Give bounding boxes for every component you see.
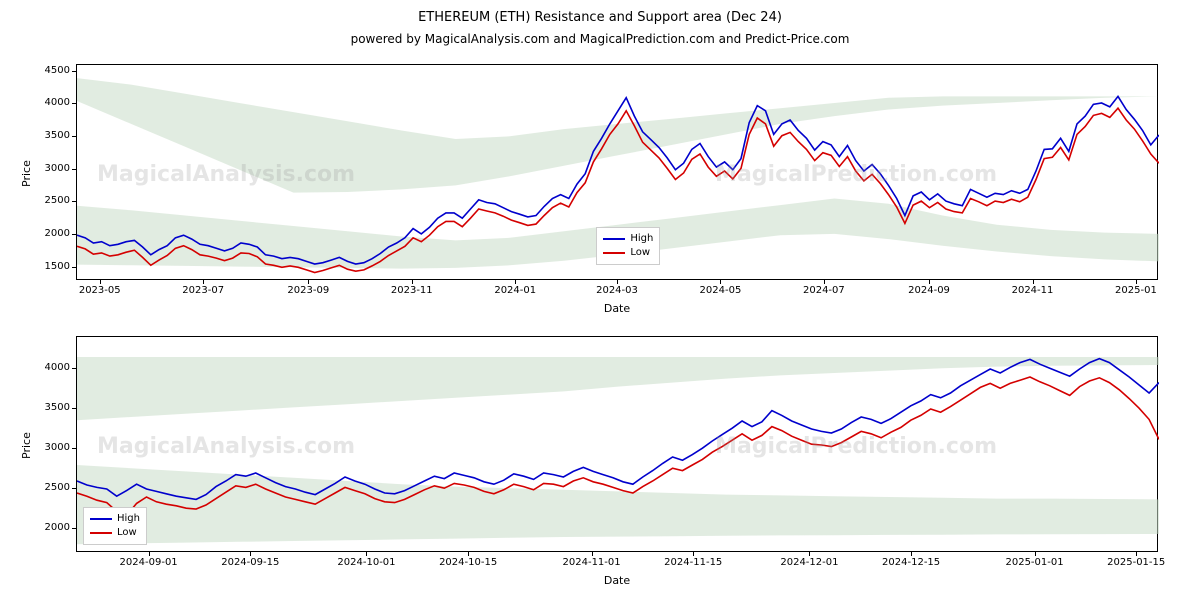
chart-subtitle: powered by MagicalAnalysis.com and Magic… xyxy=(0,32,1200,46)
bottom-xtick-mark xyxy=(366,552,367,556)
bottom-xtick-mark xyxy=(693,552,694,556)
top-xtick-label: 2023-05 xyxy=(65,286,135,296)
top-ytick-mark xyxy=(72,103,76,104)
top-ytick-label: 3500 xyxy=(22,131,70,141)
top-xtick-label: 2025-01 xyxy=(1101,286,1171,296)
bottom-xtick-label: 2025-01-15 xyxy=(1101,558,1171,568)
bottom-legend-swatch xyxy=(90,532,112,534)
bottom-xtick-label: 2024-10-01 xyxy=(331,558,401,568)
top-xtick-mark xyxy=(412,280,413,284)
top-ytick-label: 1500 xyxy=(22,262,70,272)
bottom-ytick-mark xyxy=(72,488,76,489)
top-xtick-mark xyxy=(308,280,309,284)
bottom-legend-swatch xyxy=(90,518,112,520)
top-xtick-mark xyxy=(1136,280,1137,284)
bottom-legend: HighLow xyxy=(83,507,147,545)
top-legend-swatch xyxy=(603,252,625,254)
top-legend-label: Low xyxy=(630,246,650,260)
bottom-xtick-label: 2024-09-15 xyxy=(215,558,285,568)
bottom-x-axis-label: Date xyxy=(76,574,1158,587)
top-ytick-mark xyxy=(72,201,76,202)
top-xtick-label: 2024-09 xyxy=(894,286,964,296)
top-legend-label: High xyxy=(630,232,653,246)
top-legend-swatch xyxy=(603,238,625,240)
bottom-ytick-mark xyxy=(72,448,76,449)
top-xtick-mark xyxy=(720,280,721,284)
top-ytick-label: 4000 xyxy=(22,98,70,108)
bottom-xtick-label: 2024-09-01 xyxy=(114,558,184,568)
bottom-xtick-label: 2024-10-15 xyxy=(433,558,503,568)
bottom-legend-label: Low xyxy=(117,526,137,540)
top-legend-item: Low xyxy=(603,246,653,260)
bottom-xtick-mark xyxy=(592,552,593,556)
bottom-xtick-mark xyxy=(911,552,912,556)
top-xtick-label: 2024-07 xyxy=(789,286,859,296)
top-chart: MagicalAnalysis.comMagicalPrediction.com… xyxy=(76,64,1158,280)
bottom-xtick-mark xyxy=(1035,552,1036,556)
top-support-resistance-band xyxy=(77,78,1159,193)
top-xtick-mark xyxy=(515,280,516,284)
bottom-legend-label: High xyxy=(117,512,140,526)
bottom-chart: MagicalAnalysis.comMagicalPrediction.com… xyxy=(76,336,1158,552)
top-xtick-label: 2024-05 xyxy=(685,286,755,296)
bottom-support-resistance-band xyxy=(77,465,1159,544)
top-xtick-mark xyxy=(100,280,101,284)
top-ytick-mark xyxy=(72,267,76,268)
bottom-xtick-mark xyxy=(468,552,469,556)
bottom-xtick-label: 2024-11-15 xyxy=(658,558,728,568)
bottom-support-resistance-band xyxy=(77,357,1159,420)
bottom-ytick-label: 4000 xyxy=(22,363,70,373)
bottom-ytick-mark xyxy=(72,408,76,409)
top-ytick-mark xyxy=(72,234,76,235)
bottom-xtick-label: 2025-01-01 xyxy=(1000,558,1070,568)
top-ytick-label: 3000 xyxy=(22,164,70,174)
bottom-ytick-label: 2000 xyxy=(22,523,70,533)
top-xtick-label: 2023-11 xyxy=(377,286,447,296)
page-root: ETHEREUM (ETH) Resistance and Support ar… xyxy=(0,0,1200,600)
bottom-ytick-label: 2500 xyxy=(22,483,70,493)
top-xtick-mark xyxy=(203,280,204,284)
bottom-xtick-mark xyxy=(250,552,251,556)
bottom-xtick-mark xyxy=(809,552,810,556)
top-xtick-mark xyxy=(824,280,825,284)
bottom-legend-item: High xyxy=(90,512,140,526)
top-legend: HighLow xyxy=(596,227,660,265)
bottom-ytick-mark xyxy=(72,528,76,529)
bottom-xtick-mark xyxy=(149,552,150,556)
top-x-axis-label: Date xyxy=(76,302,1158,315)
chart-title: ETHEREUM (ETH) Resistance and Support ar… xyxy=(0,10,1200,25)
top-xtick-label: 2024-03 xyxy=(582,286,652,296)
bottom-xtick-label: 2024-11-01 xyxy=(557,558,627,568)
bottom-plot xyxy=(77,337,1159,553)
top-ytick-mark xyxy=(72,169,76,170)
bottom-ytick-label: 3500 xyxy=(22,403,70,413)
top-ytick-mark xyxy=(72,71,76,72)
top-xtick-mark xyxy=(1033,280,1034,284)
top-ytick-label: 4500 xyxy=(22,66,70,76)
top-xtick-mark xyxy=(617,280,618,284)
top-ytick-label: 2500 xyxy=(22,196,70,206)
bottom-xtick-mark xyxy=(1136,552,1137,556)
bottom-legend-item: Low xyxy=(90,526,140,540)
top-xtick-mark xyxy=(929,280,930,284)
bottom-xtick-label: 2024-12-15 xyxy=(876,558,946,568)
top-xtick-label: 2024-01 xyxy=(480,286,550,296)
top-xtick-label: 2023-09 xyxy=(273,286,343,296)
top-ytick-label: 2000 xyxy=(22,229,70,239)
top-xtick-label: 2024-11 xyxy=(998,286,1068,296)
top-ytick-mark xyxy=(72,136,76,137)
top-xtick-label: 2023-07 xyxy=(168,286,238,296)
bottom-xtick-label: 2024-12-01 xyxy=(774,558,844,568)
top-legend-item: High xyxy=(603,232,653,246)
bottom-ytick-label: 3000 xyxy=(22,443,70,453)
bottom-ytick-mark xyxy=(72,368,76,369)
